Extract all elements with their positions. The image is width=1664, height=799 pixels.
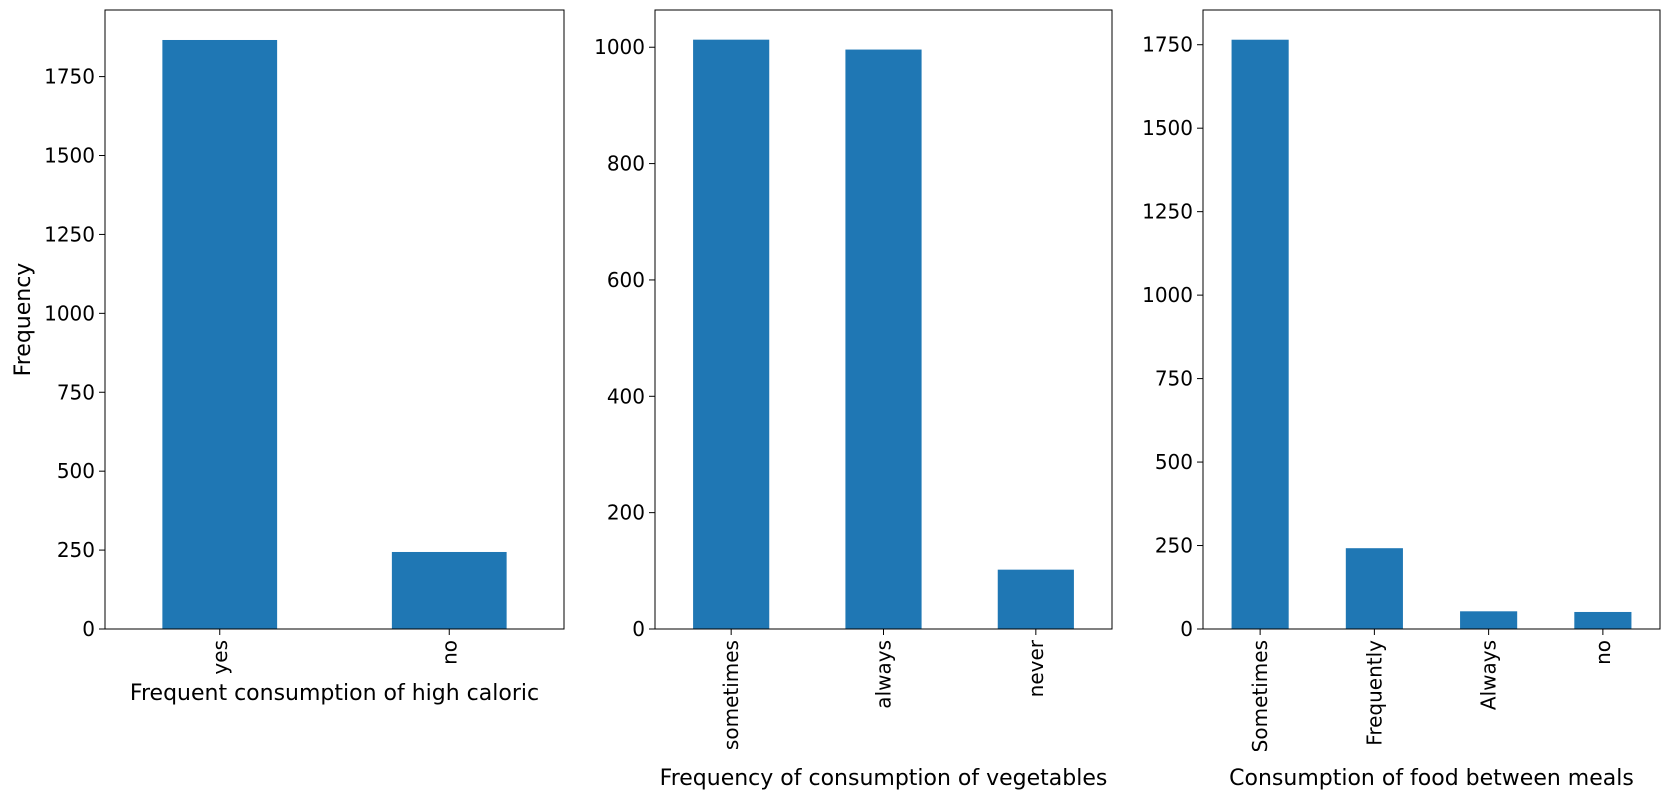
y-tick-label: 0 [1180,617,1193,641]
chart-high-caloric: 0 250 500 750 1000 1250 1500 1750 yes no Frequent … [11,9,565,706]
x-axis-label: Consumption of food between meals [1229,766,1634,791]
chart-food-between-meals: 0 250 500 750 1000 1250 1500 1750 Sometimes Frequ… [1142,9,1661,791]
x-tick-label: always [872,640,896,709]
bar-always [845,49,922,629]
bar-no [391,551,507,629]
y-tick-label: 1250 [1142,200,1193,224]
y-tick-label: 0 [632,617,645,641]
y-tick-label: 0 [82,617,95,641]
x-axis-label: Frequency of consumption of vegetables [660,766,1108,791]
bar-never [997,569,1074,629]
y-tick-label: 1000 [594,35,645,59]
y-tick-label: 250 [57,538,95,562]
y-tick-label: 1000 [44,301,95,325]
y-tick-label: 1250 [44,222,95,246]
y-tick-label: 600 [607,268,645,292]
y-tick-label: 750 [57,380,95,404]
y-tick-label: 1750 [44,65,95,89]
bar-no [1574,611,1632,629]
y-tick-label: 500 [1155,450,1193,474]
bar-sometimes [693,39,770,630]
x-tick-label: sometimes [719,640,743,750]
y-tick-label: 1500 [44,144,95,168]
x-tick-label: no [1591,640,1615,665]
plot-frame [1202,9,1661,630]
y-tick-label: 400 [607,384,645,408]
x-tick-label: Always [1477,640,1501,710]
bar-yes [162,39,278,630]
y-tick-label: 800 [607,152,645,176]
y-tick-label: 1500 [1142,116,1193,140]
bar-sometimes [1231,39,1289,630]
x-tick-label: Sometimes [1248,640,1272,752]
y-tick-label: 1750 [1142,33,1193,57]
y-tick-label: 200 [607,501,645,525]
y-tick-label: 500 [57,459,95,483]
bar-always [1460,611,1518,629]
y-axis-label: Frequency [11,263,36,377]
x-tick-label: no [437,640,461,665]
y-tick-label: 750 [1155,367,1193,391]
y-tick-label: 250 [1155,534,1193,558]
x-tick-label: Frequently [1362,640,1386,746]
chart-vegetables: 0 200 400 600 800 1000 sometimes always never Fre… [594,9,1113,791]
x-tick-label: never [1024,639,1048,697]
plot-frame [104,9,565,630]
x-tick-label: yes [208,640,232,675]
y-tick-label: 1000 [1142,283,1193,307]
bar-frequently [1345,548,1403,629]
x-axis-label: Frequent consumption of high caloric [130,681,539,706]
